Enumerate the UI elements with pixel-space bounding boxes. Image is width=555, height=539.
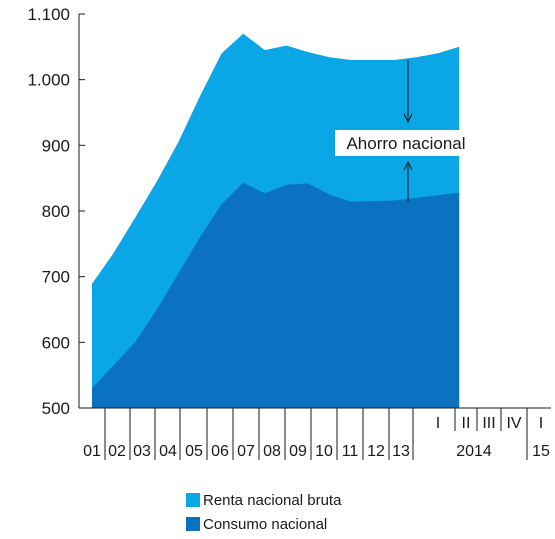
- x-category-label: I: [539, 415, 543, 432]
- x-year-label: 15: [532, 443, 550, 460]
- legend-item: Consumo nacional: [186, 512, 341, 536]
- x-category-label: 06: [211, 443, 229, 460]
- chart: 500 600 700 800 900 1.000 1.100 01 02 03 04 05 06 07 0…: [27, 5, 551, 460]
- x-category-label: 13: [392, 443, 410, 460]
- legend-swatch: [186, 493, 200, 507]
- y-tick-label: 800: [42, 202, 70, 221]
- x-category-label: 12: [367, 443, 385, 460]
- x-category-label: 11: [342, 443, 359, 460]
- x-category-label: 03: [133, 443, 151, 460]
- x-category-label: 02: [108, 443, 126, 460]
- annotation-box: [335, 130, 477, 156]
- x-category-label: 09: [289, 443, 307, 460]
- y-tick-label: 600: [42, 333, 70, 352]
- legend-label: Consumo nacional: [203, 515, 328, 533]
- x-category-label: 05: [185, 443, 203, 460]
- x-category-label: II: [462, 415, 471, 432]
- x-category-label: 07: [237, 443, 255, 460]
- legend: Renta nacional bruta Consumo nacional: [186, 488, 341, 536]
- y-tick-label: 1.100: [27, 5, 70, 24]
- legend-label: Renta nacional bruta: [203, 491, 342, 509]
- annotation-label: Ahorro nacional: [346, 134, 465, 153]
- x-category-label: 10: [315, 443, 333, 460]
- x-category-label: I: [436, 415, 440, 432]
- y-tick-label: 1.000: [27, 71, 70, 90]
- y-tick-label: 900: [42, 136, 70, 155]
- legend-item: Renta nacional bruta: [186, 488, 341, 512]
- y-tick-label: 700: [42, 268, 70, 287]
- x-category-label: IV: [506, 415, 521, 432]
- annotation-arrowhead-down: [403, 113, 413, 124]
- legend-swatch: [186, 517, 200, 531]
- y-tick-label: 500: [42, 399, 70, 418]
- x-category-label: 04: [159, 443, 177, 460]
- x-category-label: 01: [83, 443, 101, 460]
- x-year-label: 2014: [456, 443, 492, 460]
- x-category-label: 08: [263, 443, 281, 460]
- area-series-2: [92, 182, 460, 408]
- annotation-arrowhead-up: [403, 160, 413, 171]
- x-category-label: III: [482, 415, 495, 432]
